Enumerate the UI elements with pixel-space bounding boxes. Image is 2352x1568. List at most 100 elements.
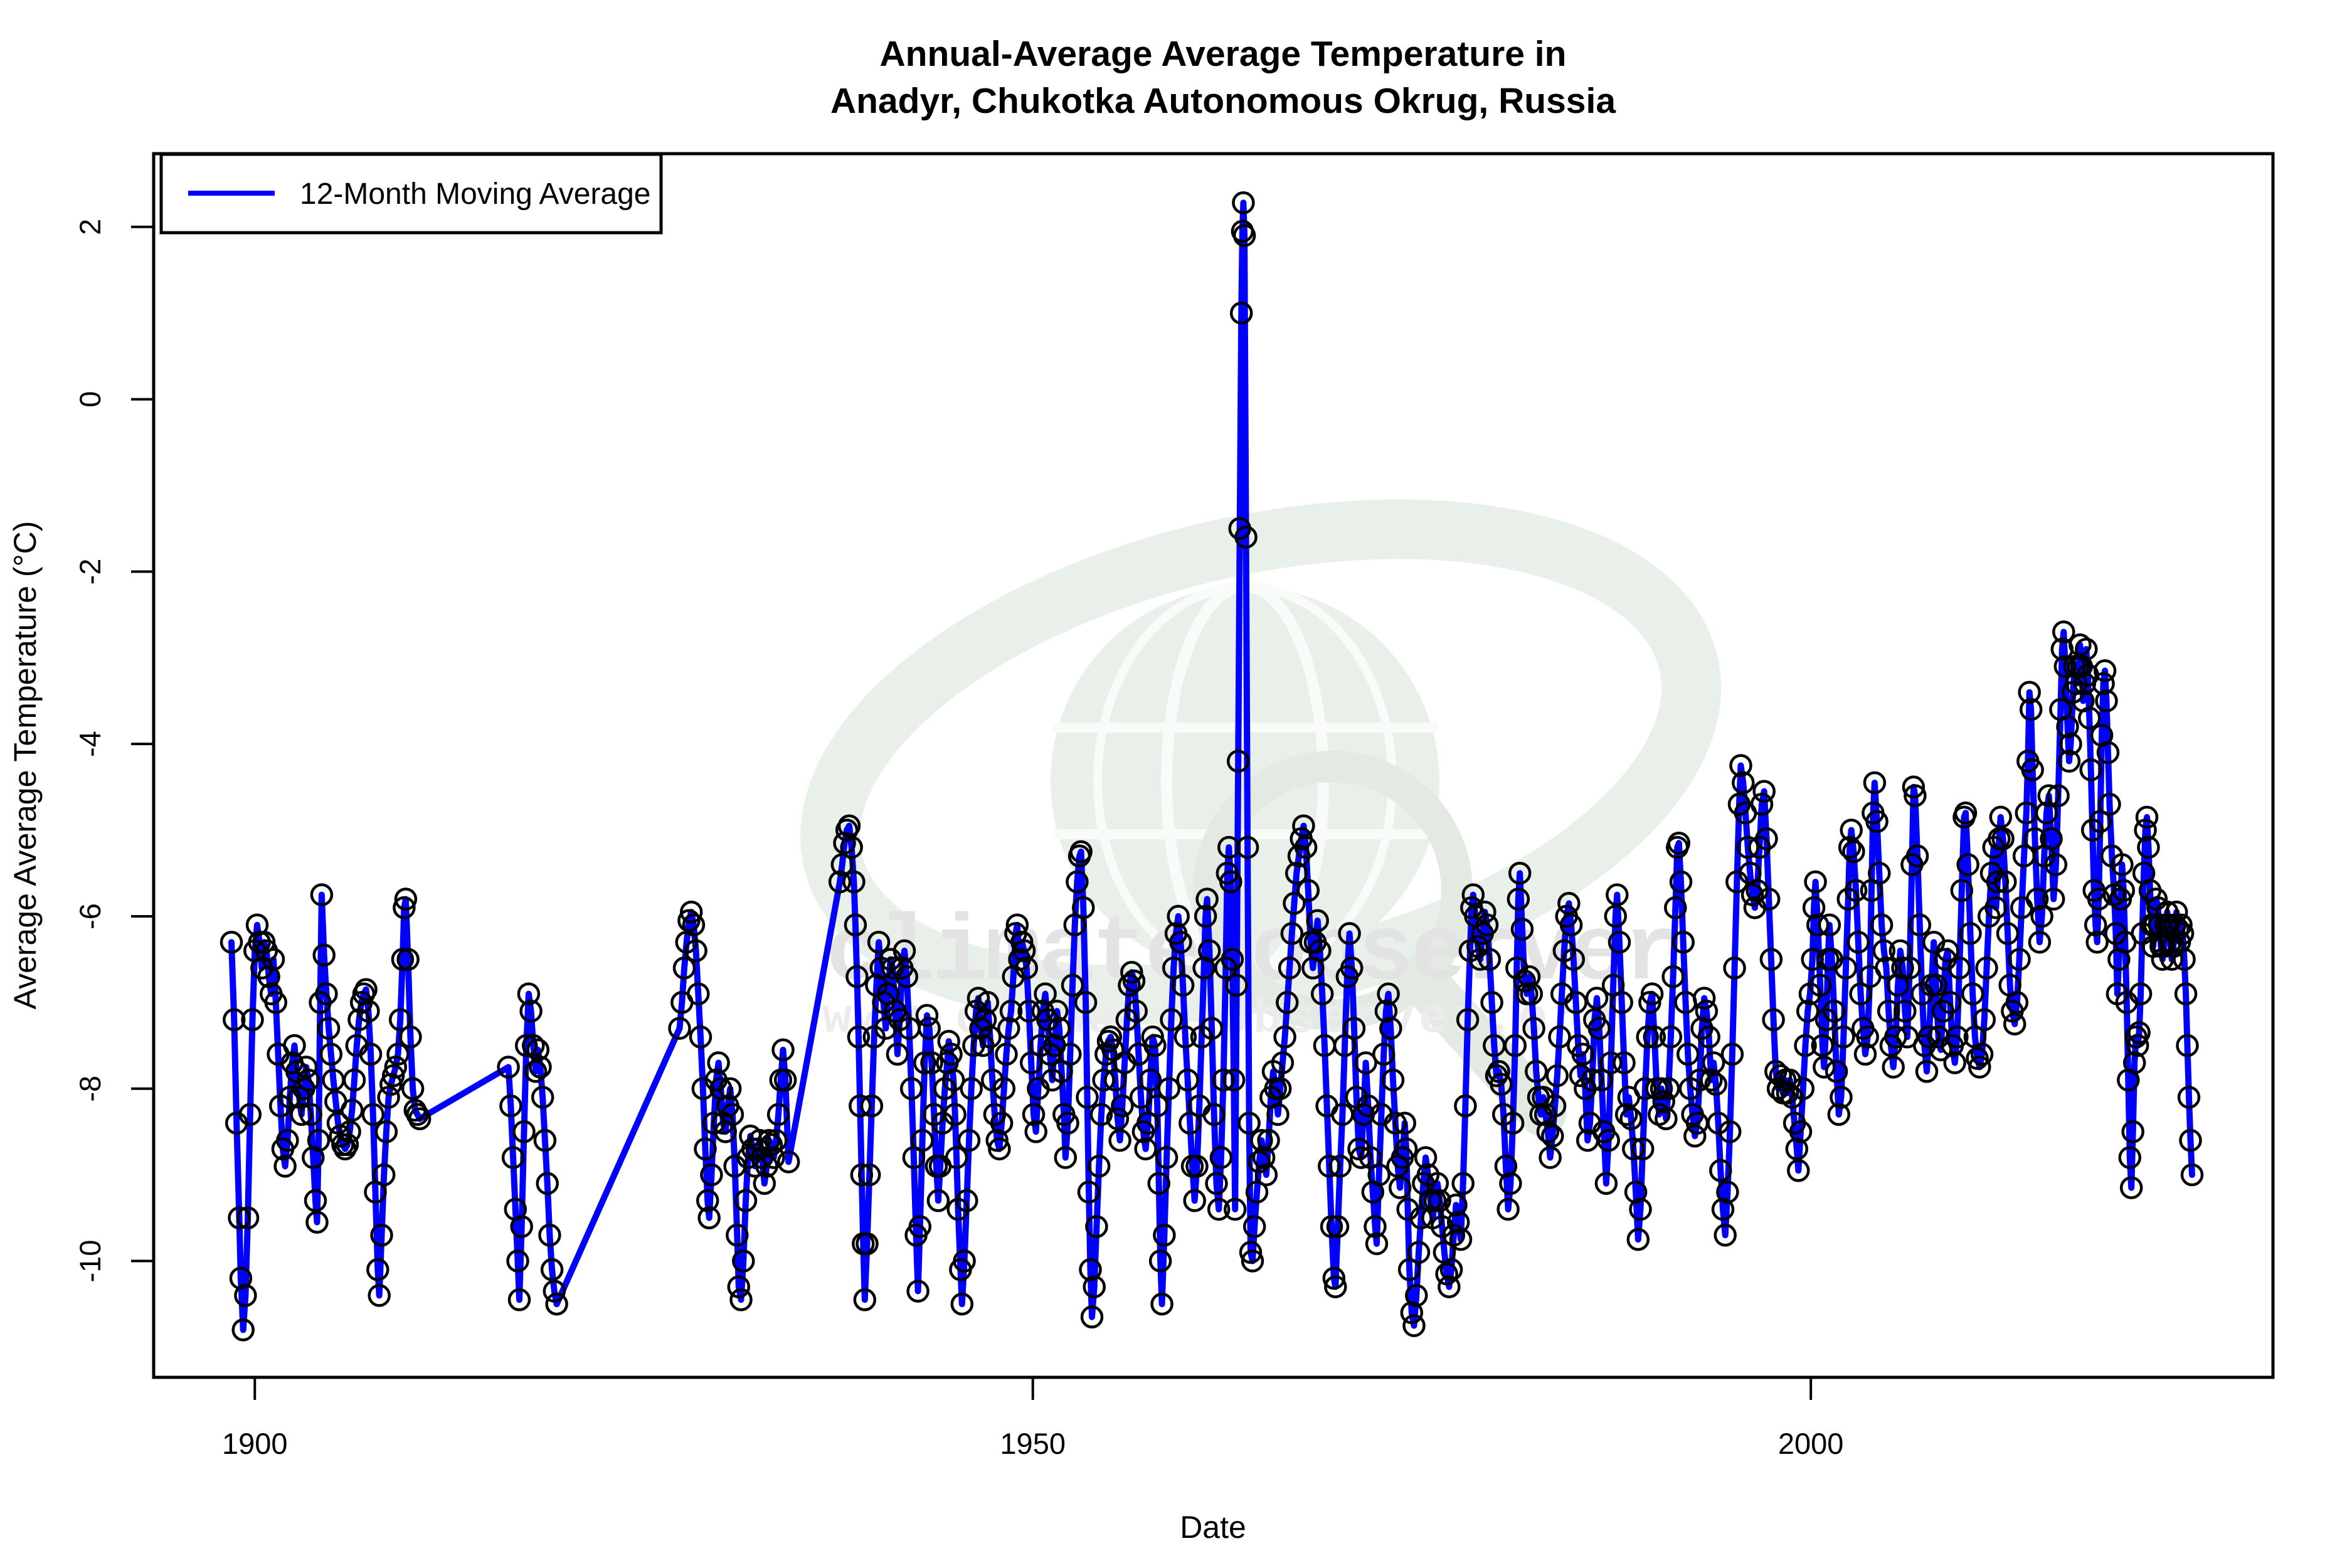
x-tick-label: 1950 [1000, 1427, 1066, 1460]
data-point-marker [845, 965, 869, 988]
data-point-marker [1936, 939, 1959, 963]
data-point-marker [1794, 1034, 1817, 1057]
data-point-marker [1608, 930, 1631, 954]
data-point-marker [2075, 637, 2098, 661]
data-point-marker [1536, 1120, 1560, 1143]
data-point-marker [1176, 1068, 1199, 1092]
data-point-marker [2135, 805, 2159, 829]
data-point-marker [995, 1042, 1018, 1066]
data-point-marker [1160, 1008, 1183, 1032]
data-point-marker [776, 1150, 800, 1173]
data-point-marker [992, 1077, 1016, 1100]
data-point-marker [1171, 973, 1195, 997]
x-tick-label: 2000 [1778, 1427, 1844, 1460]
magnifier-handle [1397, 955, 1567, 1137]
data-point-marker [408, 1107, 432, 1131]
data-point-marker [1868, 861, 1891, 885]
data-point-marker [2025, 887, 2049, 911]
data-point-marker [943, 1103, 967, 1126]
data-point-marker [1827, 1103, 1851, 1126]
data-point-marker [1650, 1077, 1673, 1100]
data-point-marker [1750, 793, 1774, 816]
data-point-marker [721, 1103, 744, 1126]
data-point-marker [1083, 1275, 1106, 1298]
data-point-marker [973, 1008, 997, 1032]
data-point-marker [1499, 1172, 1522, 1195]
data-point-marker [1446, 1210, 1470, 1234]
data-point-marker [1397, 1258, 1421, 1281]
data-point-marker [1732, 771, 1755, 795]
data-point-marker [1118, 973, 1141, 997]
data-point-marker [2127, 1021, 2151, 1044]
data-point-marker [1643, 1025, 1666, 1049]
data-point-marker [1604, 904, 1628, 928]
data-point-marker [1808, 973, 1832, 997]
data-point-marker [1590, 1068, 1613, 1092]
data-point-marker [1134, 1137, 1157, 1161]
data-point-marker [1759, 948, 1783, 971]
data-point-marker [1559, 913, 1583, 936]
data-point-marker [1522, 1017, 1545, 1040]
data-point-marker [252, 930, 276, 954]
data-point-marker [236, 1206, 260, 1230]
data-point-marker [682, 913, 706, 936]
data-point-marker [1273, 1025, 1296, 1049]
data-point-marker [2173, 948, 2196, 971]
data-point-marker [1968, 1056, 1991, 1079]
data-point-marker [2042, 887, 2065, 911]
magnifier-icon [1193, 751, 1473, 1030]
data-point-marker [341, 1098, 364, 1122]
data-point-marker [2164, 900, 2188, 924]
data-point-marker [1106, 1107, 1130, 1131]
data-point-marker [1638, 991, 1661, 1014]
data-point-marker [895, 965, 919, 988]
data-point-marker [1449, 1227, 1473, 1251]
data-point-marker [273, 1155, 297, 1178]
data-point-marker [1915, 1060, 1939, 1083]
data-point-marker [1891, 956, 1914, 980]
data-point-marker [1804, 870, 1827, 894]
data-point-marker [1342, 1017, 1366, 1040]
data-point-marker [1364, 1215, 1387, 1238]
data-point-marker [1844, 879, 1868, 902]
data-point-marker [1072, 896, 1095, 919]
data-point-marker [1480, 991, 1503, 1014]
data-point-marker [1475, 913, 1499, 936]
data-point-marker [1077, 1180, 1101, 1204]
data-point-marker [1640, 982, 1664, 1005]
data-point-marker [1762, 1008, 1785, 1032]
data-point-marker [1108, 1128, 1131, 1152]
data-point-marker [1853, 1042, 1877, 1066]
data-point-marker [2166, 918, 2190, 941]
data-point-marker [700, 1163, 723, 1187]
data-point-marker [2176, 1034, 2199, 1057]
data-point-marker [2156, 900, 2179, 924]
data-point-marker [2134, 818, 2157, 842]
data-point-marker [1624, 1180, 1648, 1204]
data-point-marker [762, 1146, 785, 1169]
data-point-marker [1961, 982, 1984, 1005]
data-point-marker [1223, 1197, 1247, 1221]
data-point-marker [507, 1288, 531, 1311]
data-point-marker [1138, 1068, 1162, 1092]
data-point-marker [228, 1206, 251, 1230]
data-point-marker [497, 1056, 520, 1079]
data-point-marker [1252, 1146, 1276, 1169]
data-point-marker [1585, 987, 1609, 1010]
data-point-marker [1716, 1180, 1739, 1204]
data-point-marker [945, 1146, 968, 1169]
data-point-marker [1402, 1314, 1426, 1337]
data-point-marker [1326, 1215, 1350, 1238]
data-point-marker [1594, 1172, 1618, 1195]
data-point-marker [1407, 1241, 1431, 1264]
data-point-marker [354, 978, 378, 1001]
data-point-marker [1379, 1017, 1402, 1040]
data-point-marker [1718, 1120, 1742, 1143]
data-point-marker [1545, 1064, 1569, 1088]
data-point-marker [257, 965, 280, 988]
data-point-marker [911, 1128, 934, 1152]
data-point-marker [1242, 1215, 1266, 1238]
data-point-marker [1496, 1197, 1520, 1221]
data-point-marker [1830, 1086, 1853, 1109]
data-point-marker [1089, 1103, 1113, 1126]
